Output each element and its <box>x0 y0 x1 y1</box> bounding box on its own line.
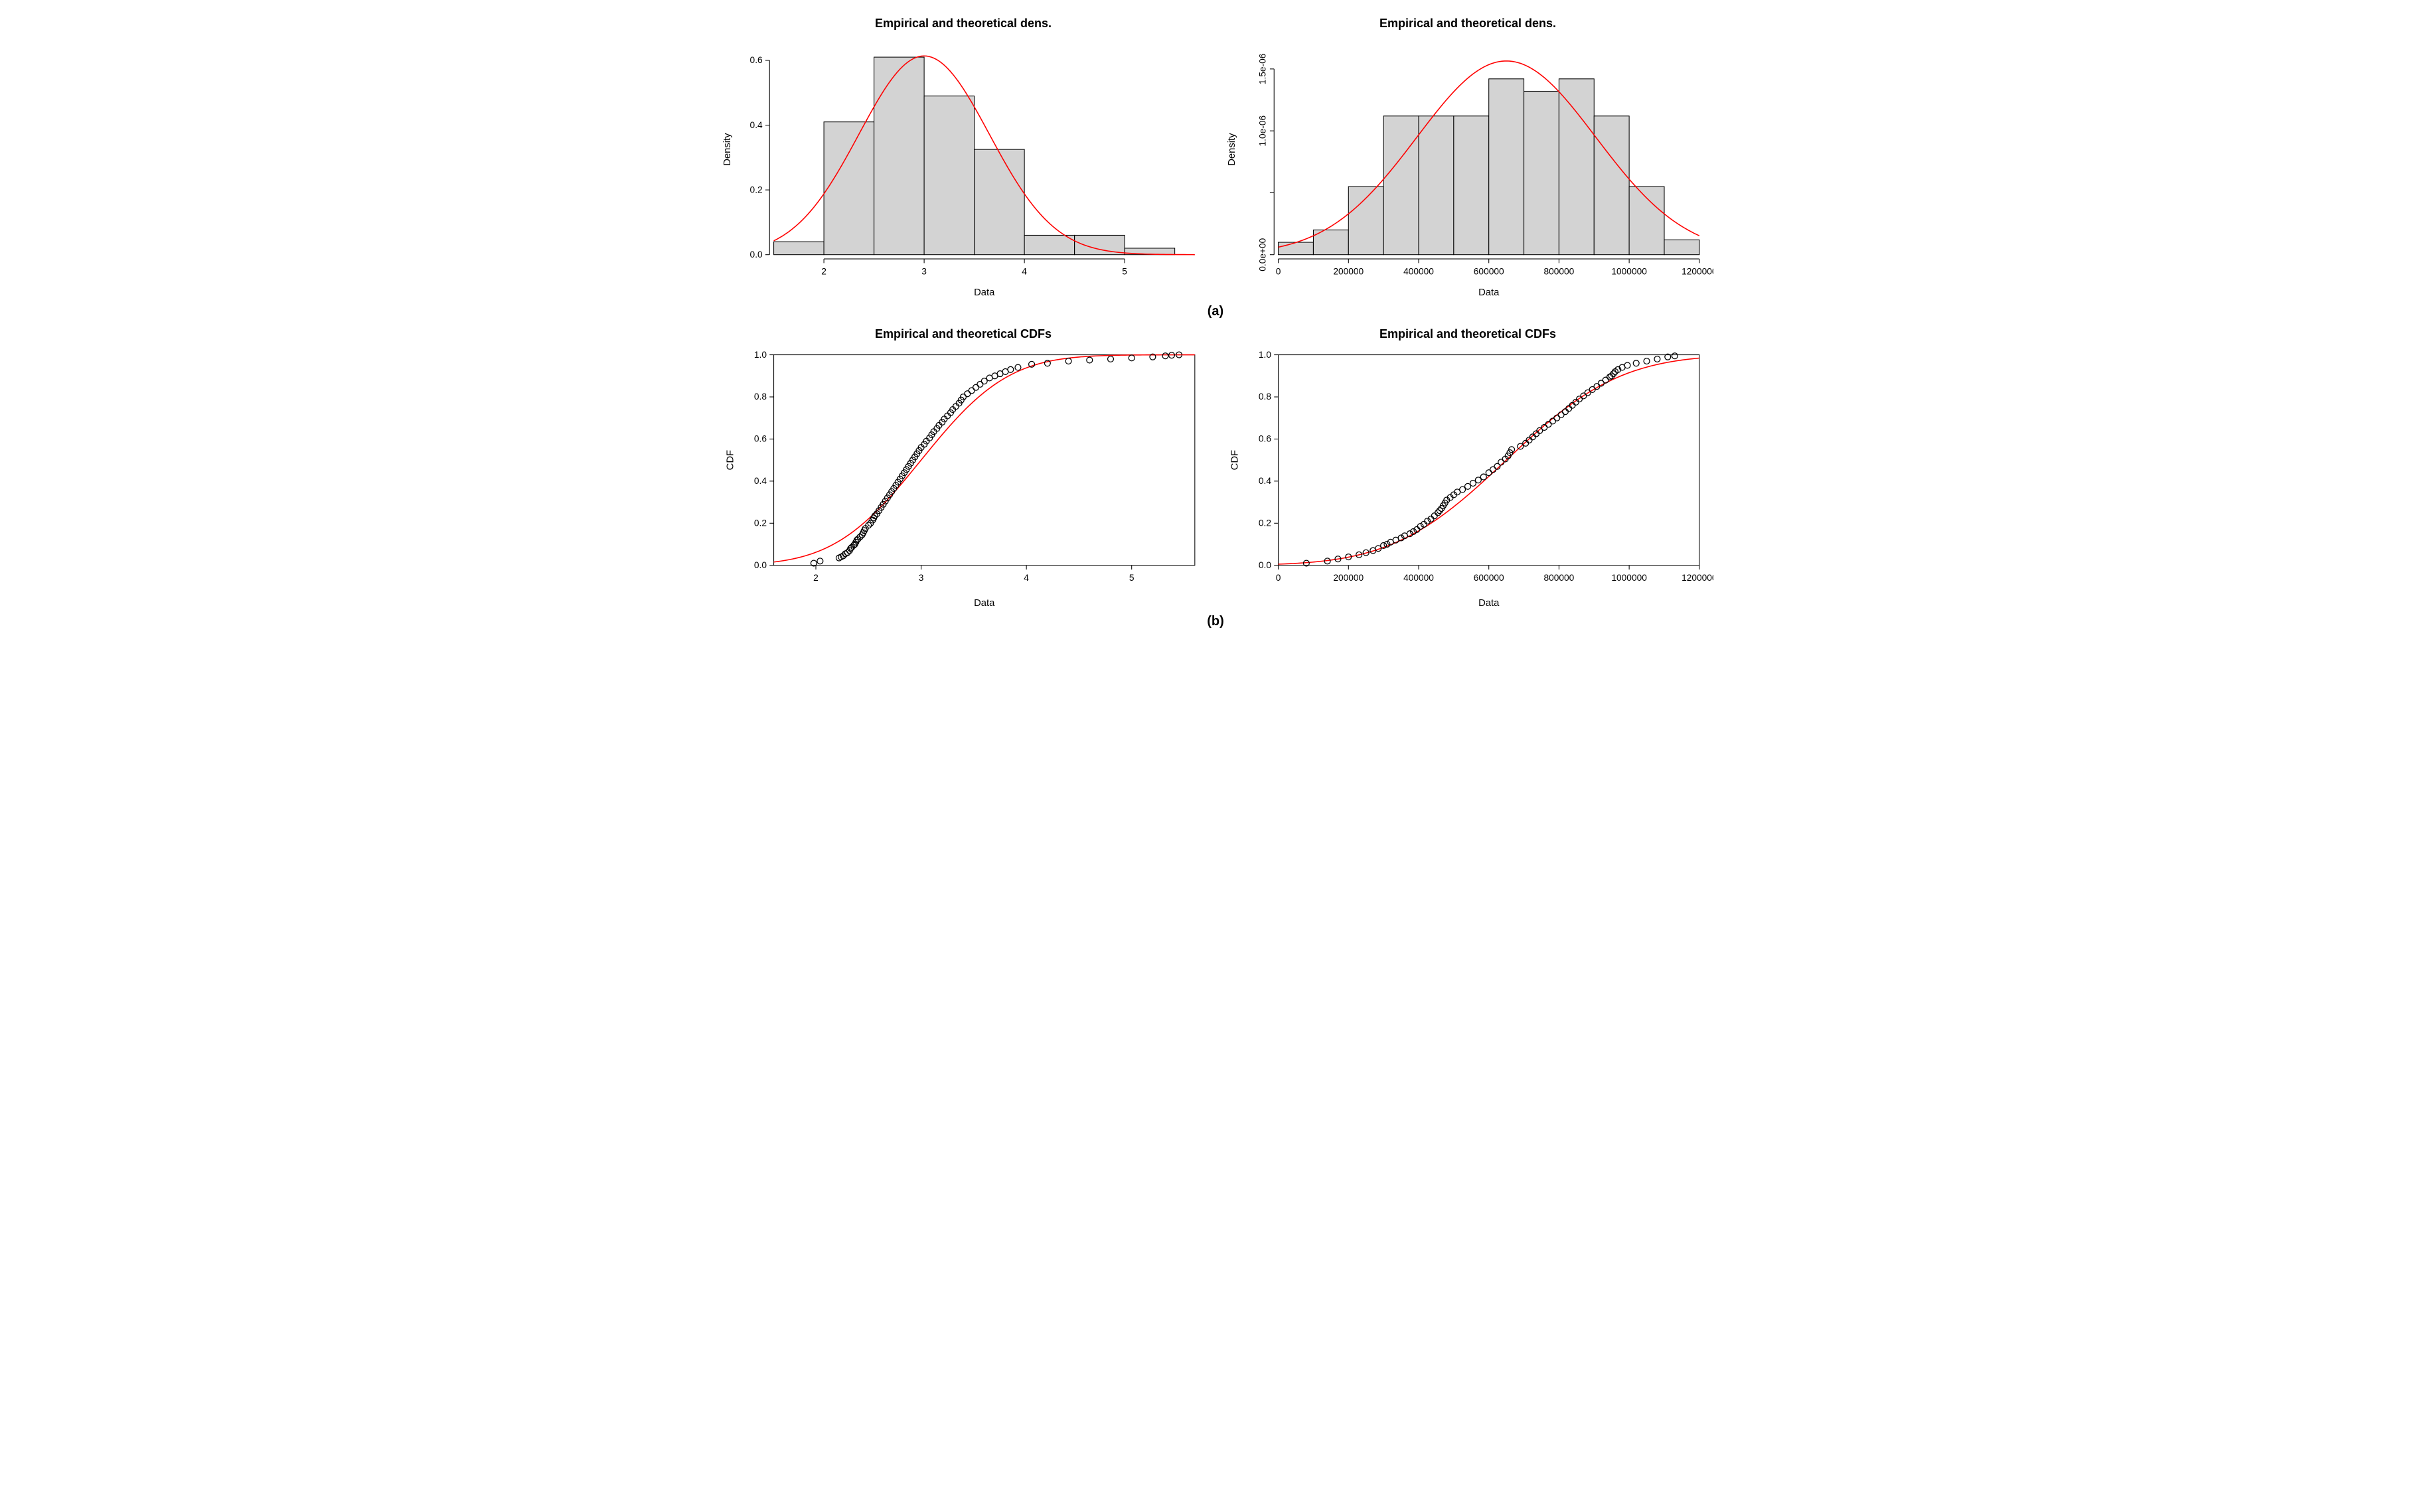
svg-text:0.4: 0.4 <box>754 476 767 486</box>
svg-text:0.8: 0.8 <box>754 392 767 402</box>
svg-text:3: 3 <box>919 573 924 583</box>
svg-text:5: 5 <box>1122 266 1127 276</box>
svg-text:1.0: 1.0 <box>754 350 767 360</box>
svg-text:800000: 800000 <box>1544 573 1575 583</box>
svg-text:2: 2 <box>821 266 826 276</box>
cdf-left-title: Empirical and theoretical CDFs <box>718 327 1209 341</box>
svg-text:0.2: 0.2 <box>754 518 767 528</box>
svg-text:1.0e-06: 1.0e-06 <box>1258 115 1268 147</box>
subplot-label-b: (b) <box>718 614 1713 634</box>
svg-text:1000000: 1000000 <box>1611 266 1647 276</box>
svg-text:200000: 200000 <box>1333 573 1364 583</box>
svg-text:600000: 600000 <box>1474 573 1504 583</box>
svg-text:0.6: 0.6 <box>750 55 763 65</box>
svg-text:400000: 400000 <box>1403 573 1434 583</box>
svg-text:5: 5 <box>1129 573 1135 583</box>
density-left-chart: 2 3 4 5 Data 0.0 0.2 0.4 0.6 Density <box>718 37 1209 304</box>
svg-text:0: 0 <box>1276 573 1281 583</box>
svg-text:3: 3 <box>921 266 927 276</box>
svg-text:0.4: 0.4 <box>750 120 763 130</box>
svg-text:0.2: 0.2 <box>750 185 763 194</box>
svg-text:4: 4 <box>1022 266 1027 276</box>
density-right-panel: Empirical and theoretical dens. 0 200000 4… <box>1222 13 1713 304</box>
svg-text:CDF: CDF <box>1229 450 1240 470</box>
svg-text:400000: 400000 <box>1403 266 1434 276</box>
svg-text:0.6: 0.6 <box>754 433 767 443</box>
svg-text:CDF: CDF <box>725 450 736 470</box>
svg-text:200000: 200000 <box>1333 266 1364 276</box>
svg-text:Data: Data <box>974 287 995 298</box>
svg-text:0.0: 0.0 <box>750 250 763 260</box>
svg-text:0.8: 0.8 <box>1259 392 1271 402</box>
svg-text:0.6: 0.6 <box>1259 433 1271 443</box>
density-right-chart: 0 200000 400000 600000 800000 1000000 1200000 D… <box>1222 37 1713 304</box>
density-left-panel: Empirical and theoretical dens. 2 3 4 5 Data… <box>718 13 1209 304</box>
svg-text:Density: Density <box>1227 133 1237 166</box>
svg-text:1200000: 1200000 <box>1682 266 1713 276</box>
svg-text:Data: Data <box>974 598 995 609</box>
density-left-title: Empirical and theoretical dens. <box>718 17 1209 31</box>
cdf-right-chart: 0 200000 400000 600000 800000 1000000 1200000 D… <box>1222 348 1713 615</box>
svg-text:Data: Data <box>1478 287 1500 298</box>
svg-text:4: 4 <box>1024 573 1029 583</box>
svg-text:0.0: 0.0 <box>754 560 767 570</box>
svg-text:800000: 800000 <box>1544 266 1575 276</box>
cdf-right-panel: Empirical and theoretical CDFs 0 200000 40… <box>1222 324 1713 615</box>
svg-text:0.0: 0.0 <box>1259 560 1271 570</box>
svg-text:0.2: 0.2 <box>1259 518 1271 528</box>
svg-text:1000000: 1000000 <box>1611 573 1647 583</box>
density-right-title: Empirical and theoretical dens. <box>1222 17 1713 31</box>
svg-text:Data: Data <box>1478 598 1500 609</box>
svg-text:0.0e+00: 0.0e+00 <box>1258 238 1268 271</box>
svg-text:1.0: 1.0 <box>1259 350 1271 360</box>
subplot-label-a: (a) <box>718 304 1713 324</box>
cdf-left-chart: 2 3 4 5 Data 0.0 0.2 0.4 0.6 0.8 1.0 CDF <box>718 348 1209 615</box>
svg-text:2: 2 <box>813 573 819 583</box>
svg-text:0.4: 0.4 <box>1259 476 1271 486</box>
svg-text:1.5e-06: 1.5e-06 <box>1258 53 1268 84</box>
cdf-left-panel: Empirical and theoretical CDFs 2 3 4 5 Data 0… <box>718 324 1209 615</box>
svg-text:0: 0 <box>1276 266 1281 276</box>
svg-text:Density: Density <box>722 133 733 166</box>
cdf-right-title: Empirical and theoretical CDFs <box>1222 327 1713 341</box>
svg-text:1200000: 1200000 <box>1682 573 1713 583</box>
svg-text:600000: 600000 <box>1474 266 1504 276</box>
